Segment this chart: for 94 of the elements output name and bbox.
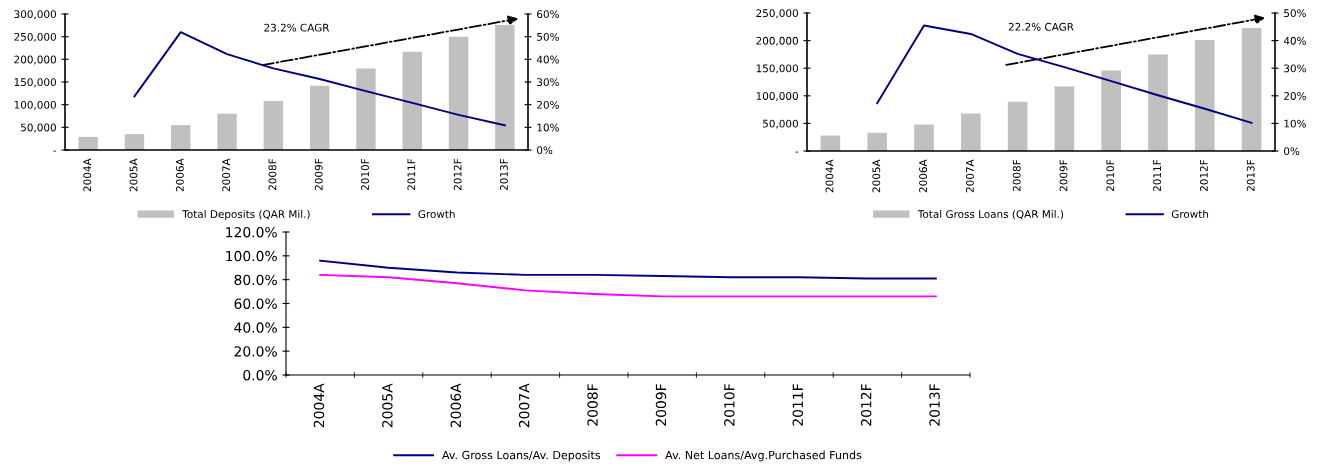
bar	[1148, 54, 1168, 151]
bar	[124, 134, 145, 150]
bar	[867, 132, 888, 151]
y-tick-label: -	[53, 150, 57, 152]
y-tick-label: 20.0%	[234, 346, 277, 357]
bar	[1007, 101, 1028, 151]
x-tick-label: 2008F	[587, 384, 598, 426]
y-tick-label: 300,000	[14, 10, 56, 20]
x-tick-label: 2009F	[1059, 159, 1068, 192]
bar	[263, 101, 284, 150]
y2-tick-label: 30%	[1284, 64, 1306, 73]
x-tick-label: 2005A	[382, 383, 393, 428]
x-tick-label: 2006A	[450, 383, 462, 428]
bar	[309, 85, 330, 150]
bar	[217, 113, 237, 150]
y-tick-label: 150,000	[756, 64, 798, 74]
y-tick-label: 50,000	[21, 123, 56, 133]
x-tick-label: 2005A	[129, 158, 138, 192]
x-tick-label: 2013F	[1246, 159, 1255, 192]
x-tick-label: 2004A	[313, 383, 325, 428]
legend-label: Av. Net Loans/Avg.Purchased Funds	[665, 450, 862, 462]
x-tick-label: 2011F	[792, 384, 804, 426]
x-tick-label: 2010F	[724, 384, 735, 426]
x-tick-label: 2011F	[407, 158, 416, 191]
bar	[914, 124, 934, 151]
x-tick-label: 2009F	[314, 158, 323, 191]
y2-tick-label: 10%	[537, 123, 559, 132]
y-tick-label: 100,000	[14, 100, 56, 110]
y2-tick-label: 20%	[1284, 92, 1306, 100]
y-tick-label: 0.0%	[243, 369, 277, 381]
x-tick-label: 2007A	[222, 158, 231, 192]
y-tick-label: 250,000	[14, 32, 56, 42]
y-tick-label: 100.0%	[226, 250, 277, 262]
bar	[1241, 27, 1262, 151]
bar	[402, 51, 422, 150]
x-tick-label: 2010F	[1106, 159, 1115, 192]
y-tick-label: -	[795, 151, 799, 153]
x-tick-label: 2008F	[1012, 159, 1021, 192]
legend-label: Total Deposits (QAR Mil.)	[182, 209, 310, 221]
x-tick-label: 2012F	[860, 384, 872, 426]
y-tick-label: 120.0%	[226, 226, 277, 238]
x-tick-label: 2009F	[655, 384, 667, 426]
annotation: 22.2% CAGR	[1008, 22, 1074, 31]
y2-tick-label: 10%	[1284, 119, 1306, 128]
bar	[448, 36, 469, 150]
bar	[960, 113, 981, 151]
y2-tick-label: 0%	[1284, 147, 1300, 156]
y-tick-label: 100,000	[756, 92, 798, 101]
x-tick-label: 2006A	[175, 158, 184, 192]
x-tick-label: 2013F	[499, 158, 508, 191]
line-series	[319, 259, 937, 280]
y2-tick-label: 20%	[537, 100, 559, 109]
y2-tick-label: 40%	[1283, 36, 1306, 45]
y-tick-label: 150,000	[14, 78, 56, 88]
x-tick-label: 2012F	[1199, 159, 1208, 192]
x-tick-label: 2012F	[453, 158, 462, 191]
x-tick-label: 2013F	[929, 384, 940, 426]
x-tick-label: 2006A	[919, 159, 928, 193]
x-tick-label: 2010F	[361, 158, 369, 191]
x-tick-label: 2008F	[268, 158, 277, 191]
bar	[495, 24, 515, 150]
y-tick-label: 40.0%	[234, 322, 277, 333]
y2-tick-label: 50%	[537, 32, 559, 41]
x-tick-label: 2005A	[872, 159, 881, 193]
y2-tick-label: 30%	[537, 78, 559, 87]
y-tick-label: 50,000	[763, 119, 798, 129]
bar	[78, 136, 98, 150]
y-tick-label: 200,000	[14, 55, 56, 65]
y2-tick-label: 60%	[537, 10, 559, 19]
y-tick-label: 60.0%	[234, 298, 277, 309]
x-tick-label: 2004A	[825, 159, 834, 193]
y-tick-label: 250,000	[756, 9, 798, 19]
bar	[1054, 86, 1075, 151]
y2-tick-label: 40%	[536, 55, 559, 64]
y-tick-label: 200,000	[756, 36, 798, 46]
legend-label: Av. Gross Loans/Av. Deposits	[442, 450, 601, 462]
line-series	[133, 31, 506, 127]
legend-label: Total Gross Loans (QAR Mil.)	[917, 209, 1064, 220]
x-tick-label: 2007A	[518, 383, 530, 428]
annotation: 23.2% CAGR	[264, 23, 330, 32]
x-tick-label: 2007A	[965, 159, 974, 193]
y-tick-label: 80.0%	[234, 274, 277, 286]
y2-tick-label: 50%	[1284, 9, 1306, 18]
line-series	[876, 24, 1253, 124]
bar	[171, 125, 191, 150]
bar	[1101, 70, 1122, 151]
legend-label: Growth	[418, 209, 455, 219]
bar	[1194, 40, 1215, 151]
x-tick-label: 2004A	[83, 158, 92, 192]
y2-tick-label: 0%	[537, 146, 553, 155]
x-tick-label: 2011F	[1153, 159, 1162, 192]
bar	[356, 68, 376, 150]
legend-label: Growth	[1171, 209, 1209, 219]
line-series	[319, 273, 937, 298]
